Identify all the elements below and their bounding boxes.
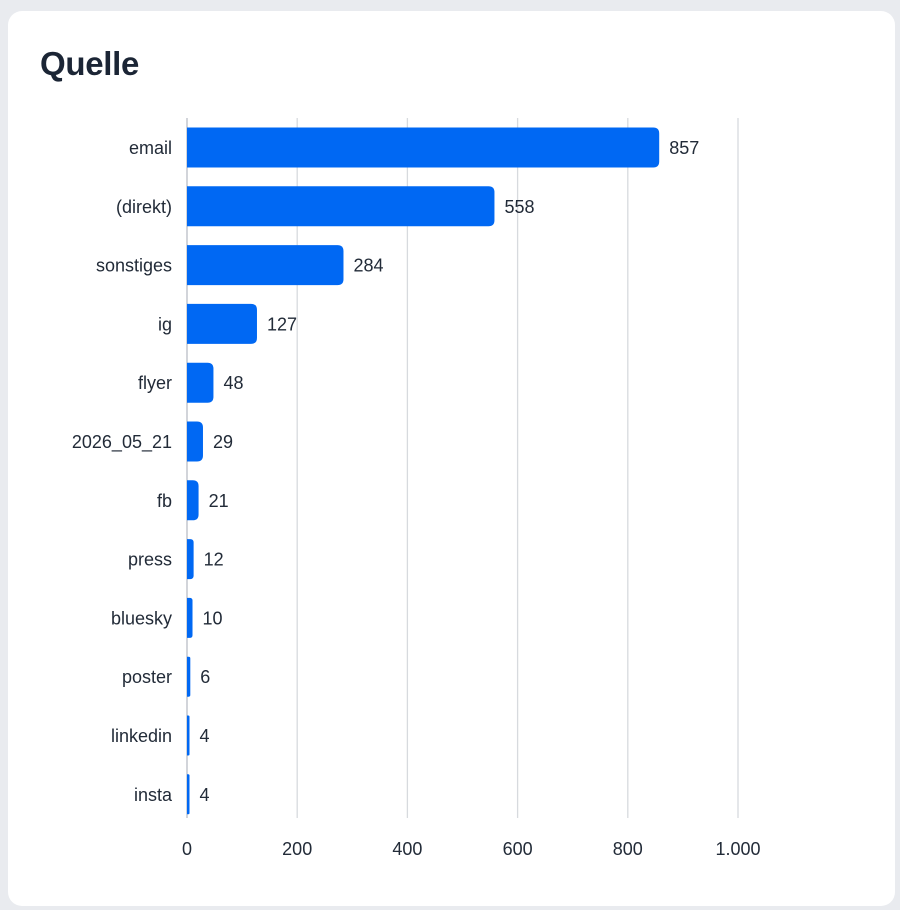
data-label: 21 xyxy=(209,491,229,511)
data-label: 284 xyxy=(353,256,383,276)
bar xyxy=(187,186,495,227)
bar xyxy=(187,127,660,168)
bar xyxy=(187,597,193,638)
data-label: 29 xyxy=(213,432,233,452)
category-label: linkedin xyxy=(111,726,172,746)
x-tick-label: 600 xyxy=(503,839,533,859)
x-tick-label: 1.000 xyxy=(715,839,760,859)
category-label: 2026_05_21 xyxy=(72,432,172,453)
data-label: 48 xyxy=(223,373,243,393)
category-label: insta xyxy=(134,785,173,805)
bar xyxy=(187,480,199,521)
data-label: 4 xyxy=(200,726,210,746)
x-tick-label: 0 xyxy=(182,839,192,859)
category-label: email xyxy=(129,138,172,158)
data-label: 857 xyxy=(669,138,699,158)
category-label: press xyxy=(128,550,172,570)
bar xyxy=(187,539,194,580)
x-tick-label: 800 xyxy=(613,839,643,859)
chart-title: Quelle xyxy=(40,45,140,82)
bar xyxy=(187,656,191,697)
category-label: bluesky xyxy=(111,608,172,628)
category-label: poster xyxy=(122,667,172,687)
data-label: 4 xyxy=(200,785,210,805)
bar xyxy=(187,774,190,815)
x-tick-label: 400 xyxy=(392,839,422,859)
data-label: 127 xyxy=(267,314,297,334)
category-label: sonstiges xyxy=(96,256,172,276)
bar xyxy=(187,715,190,756)
data-label: 6 xyxy=(200,667,210,687)
bar xyxy=(187,421,203,462)
category-label: ig xyxy=(158,314,172,334)
bar xyxy=(187,303,257,344)
category-label: (direkt) xyxy=(116,197,172,217)
data-label: 12 xyxy=(204,550,224,570)
data-label: 10 xyxy=(203,608,223,628)
x-tick-label: 200 xyxy=(282,839,312,859)
category-label: fb xyxy=(157,491,172,511)
bar xyxy=(187,362,214,403)
category-label: flyer xyxy=(138,373,172,393)
bar xyxy=(187,245,344,286)
data-label: 558 xyxy=(504,197,534,217)
